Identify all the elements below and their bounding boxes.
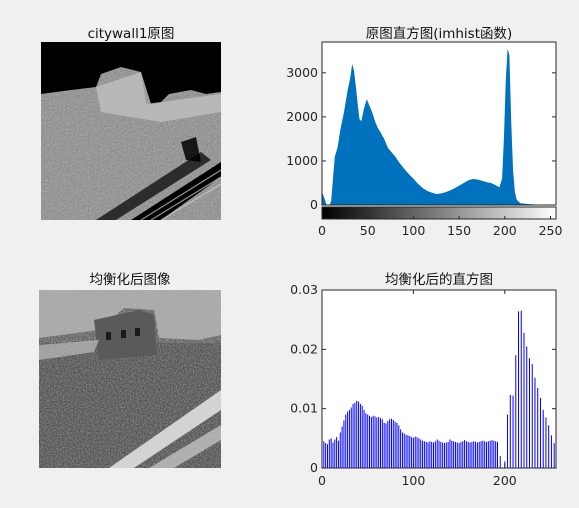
y-tick-label: 0.02	[290, 341, 318, 356]
y-tick-label: 1000	[286, 153, 318, 168]
y-tick-label: 3000	[286, 65, 318, 80]
x-tick-label: 0	[318, 223, 326, 238]
equalized-image-title: 均衡化后图像	[89, 272, 171, 288]
equalized-histogram-title: 均衡化后的直方图	[385, 272, 493, 288]
equalized-image	[39, 290, 221, 468]
x-tick-label: 200	[493, 223, 517, 238]
y-tick-label: 0.03	[290, 282, 318, 297]
plot-area	[322, 42, 556, 205]
axes-box	[321, 289, 557, 469]
grayscale-colorbar	[321, 206, 557, 220]
histogram-area	[322, 48, 556, 205]
x-tick-label: 200	[493, 473, 517, 488]
y-tick-label: 0.01	[290, 401, 318, 416]
y-tick-label: 0	[310, 460, 318, 475]
original-image-title: citywall1原图	[87, 26, 175, 42]
x-tick-label: 0	[318, 473, 326, 488]
x-tick-label: 100	[401, 223, 425, 238]
x-tick-label: 50	[360, 223, 376, 238]
y-tick-label: 2000	[286, 109, 318, 124]
original-image	[41, 42, 221, 220]
axes-box	[321, 41, 557, 206]
y-tick-label: 0	[310, 197, 318, 212]
x-tick-label: 250	[539, 223, 563, 238]
x-tick-label: 100	[401, 473, 425, 488]
x-tick-label: 150	[447, 223, 471, 238]
original-histogram-title: 原图直方图(imhist函数)	[365, 26, 513, 42]
plot-area	[322, 290, 556, 468]
